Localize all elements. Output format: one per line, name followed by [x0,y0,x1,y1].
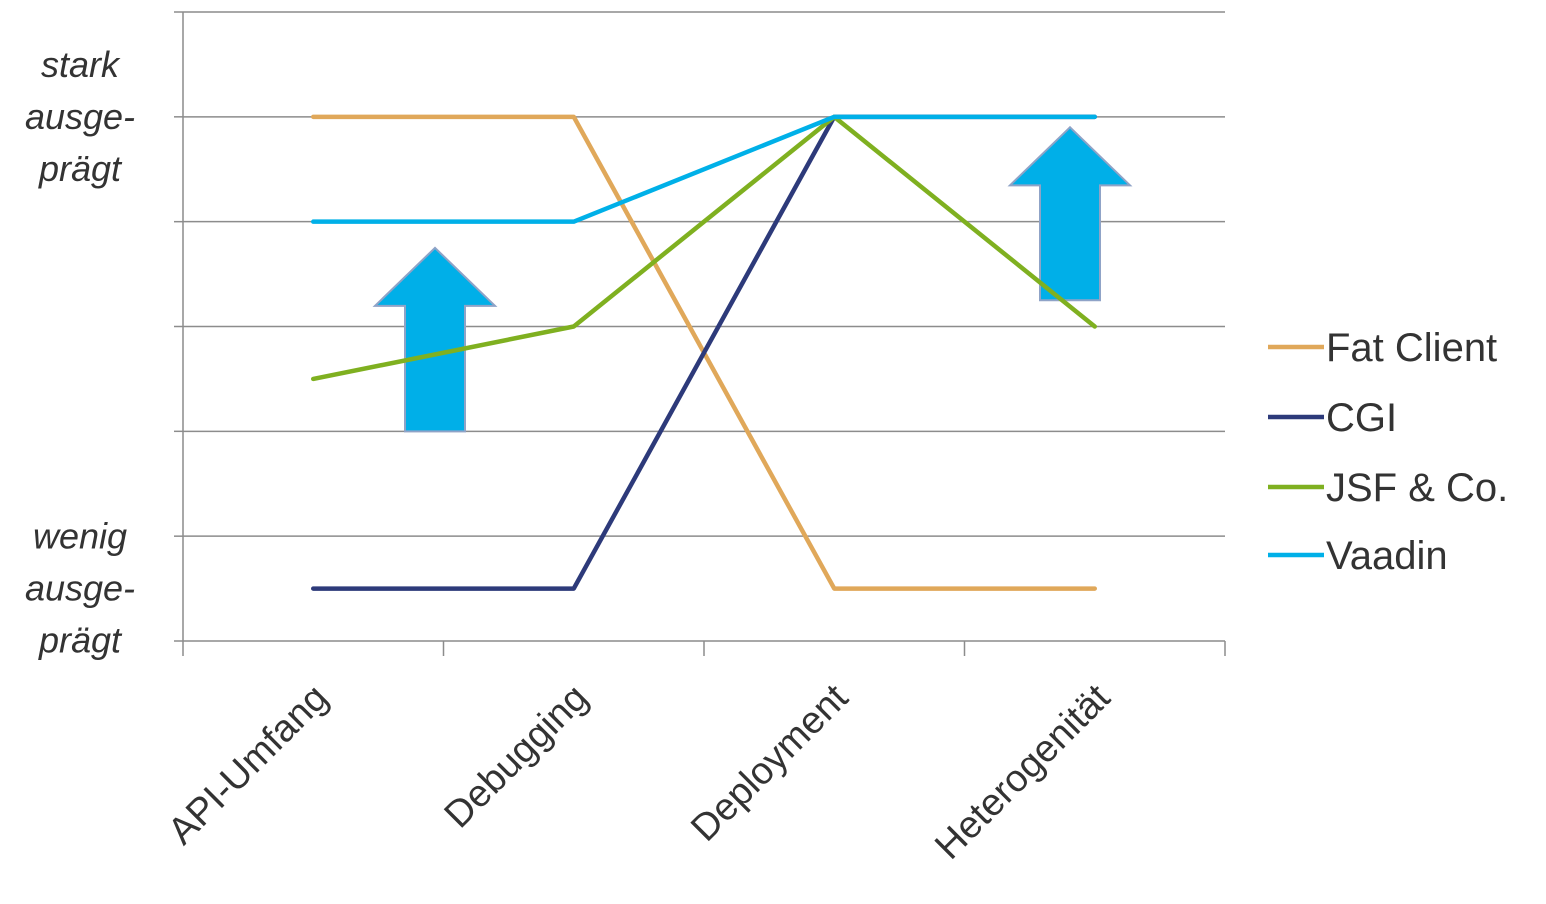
legend-entry-label: CGI [1326,396,1397,440]
x-tick-label: Heterogenität [927,676,1118,867]
x-tick-label: API-Umfang [160,677,336,853]
series-line-vaadin [311,114,1097,224]
up-arrow-annotation [372,246,498,433]
x-tick-label: Deployment [683,676,856,849]
series-layer [311,114,1097,591]
y-axis-label: prägt [38,620,123,661]
annotation-layer [372,125,1133,433]
legend-entry-label: Fat Client [1326,326,1497,370]
y-labels: stark ausge-prägt wenig ausge-prägt [25,44,135,661]
y-axis-label: ausge- [25,568,135,609]
axes [174,11,1226,656]
legend: Fat Client CGI JSF & Co. Vaadin [1268,326,1508,578]
y-axis-label: stark [41,44,121,85]
x-tick-label: Debugging [437,677,597,837]
y-axis-label: prägt [38,148,123,189]
up-arrow-annotation [1007,125,1133,302]
y-axis-label: wenig [33,516,127,557]
x-tick-labels: API-Umfang Debugging Deployment Heterogenit… [160,676,1118,867]
legend-entry-label: Vaadin [1326,534,1448,578]
y-axis-label: ausge- [25,96,135,137]
series-line-jsf-co [311,114,1097,382]
legend-entry-label: JSF & Co. [1326,466,1508,510]
